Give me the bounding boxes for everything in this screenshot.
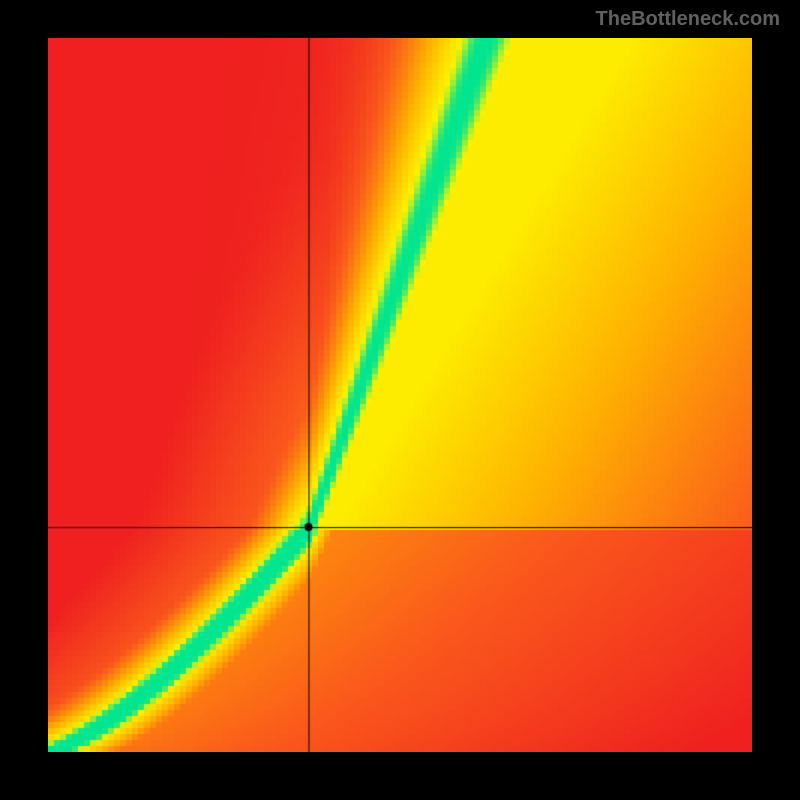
heatmap-canvas: [48, 38, 752, 752]
watermark-text: TheBottleneck.com: [596, 8, 780, 31]
heatmap-plot: [48, 38, 752, 752]
